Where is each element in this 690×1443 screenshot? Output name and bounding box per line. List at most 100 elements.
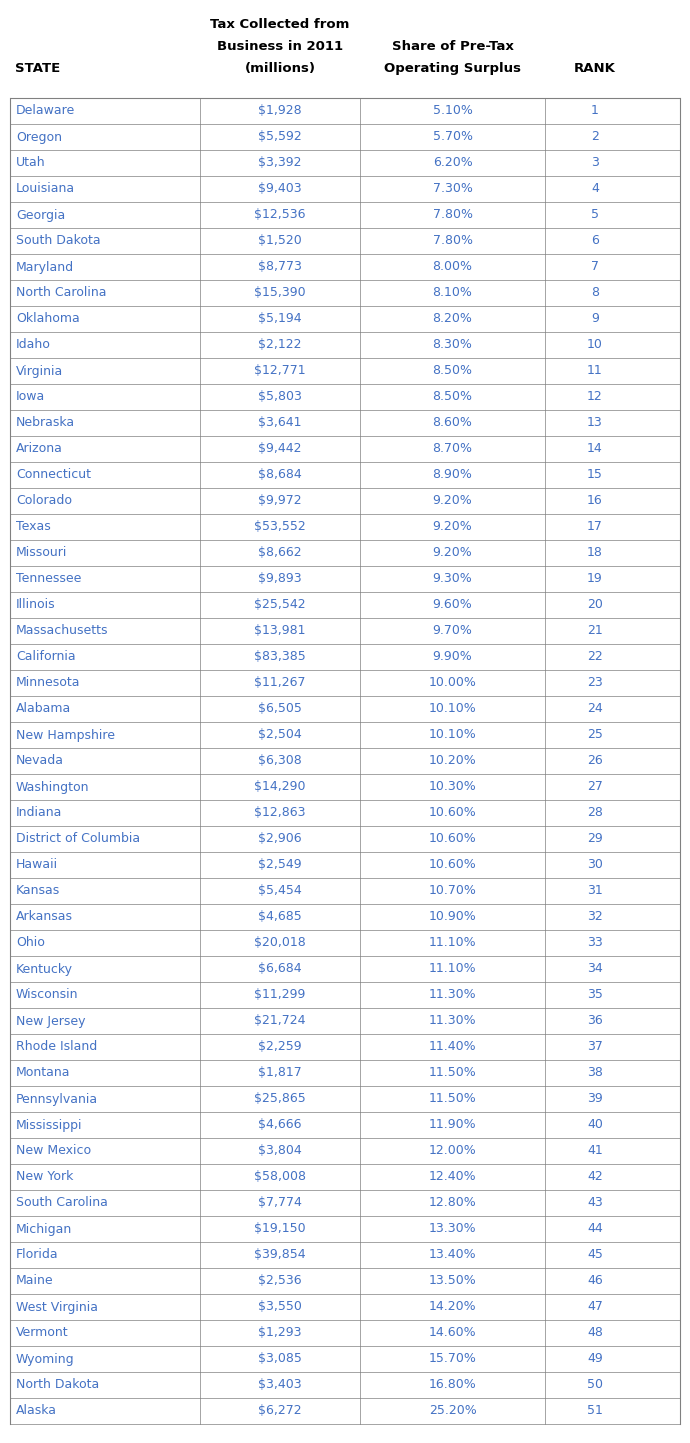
Text: South Carolina: South Carolina — [16, 1196, 108, 1209]
Text: Share of Pre-Tax: Share of Pre-Tax — [391, 40, 513, 53]
Text: 10.10%: 10.10% — [428, 703, 476, 716]
Text: Pennsylvania: Pennsylvania — [16, 1092, 98, 1105]
Text: $5,592: $5,592 — [258, 130, 302, 143]
Text: $3,550: $3,550 — [258, 1300, 302, 1313]
Text: $14,290: $14,290 — [254, 781, 306, 794]
Text: Wyoming: Wyoming — [16, 1352, 75, 1365]
Text: 10.70%: 10.70% — [428, 885, 476, 898]
Text: $4,666: $4,666 — [258, 1118, 302, 1131]
Text: 1: 1 — [591, 104, 599, 117]
Text: Texas: Texas — [16, 521, 51, 534]
Text: 23: 23 — [587, 677, 603, 690]
Text: 44: 44 — [587, 1222, 603, 1235]
Text: Montana: Montana — [16, 1066, 70, 1079]
Text: 3: 3 — [591, 156, 599, 169]
Text: 9: 9 — [591, 313, 599, 326]
Text: Wisconsin: Wisconsin — [16, 988, 79, 1001]
Text: 40: 40 — [587, 1118, 603, 1131]
Text: 24: 24 — [587, 703, 603, 716]
Text: Connecticut: Connecticut — [16, 469, 91, 482]
Text: Alabama: Alabama — [16, 703, 71, 716]
Text: 10.30%: 10.30% — [428, 781, 476, 794]
Text: Minnesota: Minnesota — [16, 677, 81, 690]
Text: District of Columbia: District of Columbia — [16, 833, 140, 846]
Text: $20,018: $20,018 — [254, 937, 306, 949]
Text: 11.50%: 11.50% — [428, 1092, 476, 1105]
Text: 42: 42 — [587, 1170, 603, 1183]
Text: Maryland: Maryland — [16, 261, 74, 274]
Text: 2: 2 — [591, 130, 599, 143]
Text: 10.60%: 10.60% — [428, 807, 476, 820]
Text: 15.70%: 15.70% — [428, 1352, 476, 1365]
Text: Nebraska: Nebraska — [16, 417, 75, 430]
Text: 30: 30 — [587, 859, 603, 872]
Text: Idaho: Idaho — [16, 339, 51, 352]
Text: West Virginia: West Virginia — [16, 1300, 98, 1313]
Text: 50: 50 — [587, 1378, 603, 1391]
Text: 9.60%: 9.60% — [433, 599, 473, 612]
Text: 9.30%: 9.30% — [433, 573, 473, 586]
Text: New Jersey: New Jersey — [16, 1014, 86, 1027]
Text: 9.20%: 9.20% — [433, 547, 473, 560]
Text: 22: 22 — [587, 651, 603, 664]
Text: Colorado: Colorado — [16, 495, 72, 508]
Text: $6,684: $6,684 — [258, 962, 302, 975]
Text: $2,536: $2,536 — [258, 1274, 302, 1287]
Text: 11: 11 — [587, 365, 603, 378]
Text: 7.30%: 7.30% — [433, 182, 473, 195]
Text: 49: 49 — [587, 1352, 603, 1365]
Text: $1,928: $1,928 — [258, 104, 302, 117]
Text: North Dakota: North Dakota — [16, 1378, 99, 1391]
Text: $8,773: $8,773 — [258, 261, 302, 274]
Text: $6,272: $6,272 — [258, 1404, 302, 1417]
Text: Arkansas: Arkansas — [16, 911, 73, 924]
Text: $9,442: $9,442 — [258, 443, 302, 456]
Text: 25.20%: 25.20% — [428, 1404, 476, 1417]
Text: 10.60%: 10.60% — [428, 833, 476, 846]
Text: Utah: Utah — [16, 156, 46, 169]
Text: 7.80%: 7.80% — [433, 208, 473, 221]
Text: 18: 18 — [587, 547, 603, 560]
Text: California: California — [16, 651, 76, 664]
Text: 12.80%: 12.80% — [428, 1196, 476, 1209]
Text: 11.30%: 11.30% — [428, 988, 476, 1001]
Text: $3,403: $3,403 — [258, 1378, 302, 1391]
Text: Tax Collected from: Tax Collected from — [210, 17, 350, 30]
Text: 6.20%: 6.20% — [433, 156, 473, 169]
Text: $6,308: $6,308 — [258, 755, 302, 768]
Text: 4: 4 — [591, 182, 599, 195]
Text: $58,008: $58,008 — [254, 1170, 306, 1183]
Text: $1,817: $1,817 — [258, 1066, 302, 1079]
Text: New York: New York — [16, 1170, 73, 1183]
Text: $5,194: $5,194 — [258, 313, 302, 326]
Text: 12.00%: 12.00% — [428, 1144, 476, 1157]
Text: 10.90%: 10.90% — [428, 911, 476, 924]
Text: $8,662: $8,662 — [258, 547, 302, 560]
Text: 9.70%: 9.70% — [433, 625, 473, 638]
Text: 48: 48 — [587, 1326, 603, 1339]
Text: Nevada: Nevada — [16, 755, 64, 768]
Text: 16: 16 — [587, 495, 603, 508]
Text: 34: 34 — [587, 962, 603, 975]
Text: New Mexico: New Mexico — [16, 1144, 91, 1157]
Text: $3,392: $3,392 — [258, 156, 302, 169]
Text: $25,542: $25,542 — [254, 599, 306, 612]
Text: $2,122: $2,122 — [258, 339, 302, 352]
Text: Ohio: Ohio — [16, 937, 45, 949]
Text: South Dakota: South Dakota — [16, 235, 101, 248]
Text: Operating Surplus: Operating Surplus — [384, 62, 521, 75]
Text: 19: 19 — [587, 573, 603, 586]
Text: 41: 41 — [587, 1144, 603, 1157]
Text: Alaska: Alaska — [16, 1404, 57, 1417]
Text: Virginia: Virginia — [16, 365, 63, 378]
Text: 14.20%: 14.20% — [428, 1300, 476, 1313]
Text: 45: 45 — [587, 1248, 603, 1261]
Text: $2,504: $2,504 — [258, 729, 302, 742]
Text: 5.10%: 5.10% — [433, 104, 473, 117]
Text: $6,505: $6,505 — [258, 703, 302, 716]
Text: 11.90%: 11.90% — [428, 1118, 476, 1131]
Text: Indiana: Indiana — [16, 807, 62, 820]
Text: $8,684: $8,684 — [258, 469, 302, 482]
Text: Hawaii: Hawaii — [16, 859, 58, 872]
Text: 13.50%: 13.50% — [428, 1274, 476, 1287]
